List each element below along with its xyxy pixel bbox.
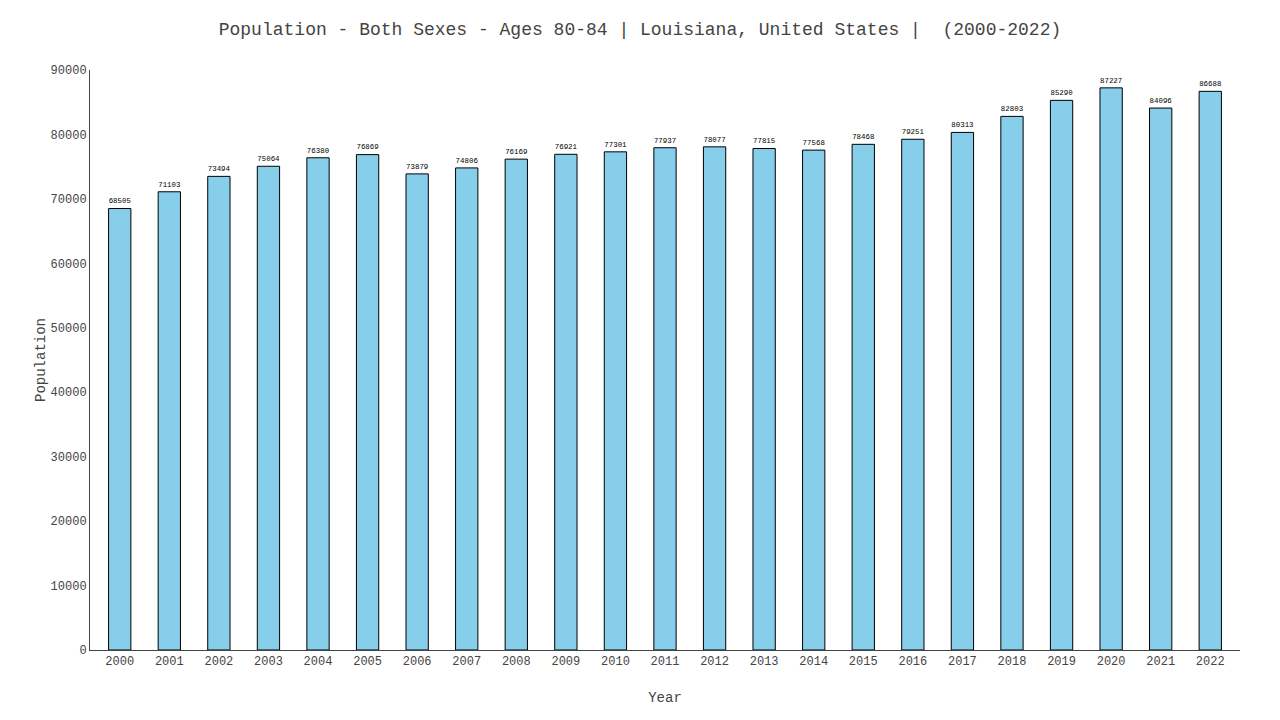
svg-text:2008: 2008 bbox=[502, 655, 531, 669]
svg-text:77301: 77301 bbox=[604, 141, 627, 149]
svg-text:2003: 2003 bbox=[254, 655, 283, 669]
svg-text:2011: 2011 bbox=[651, 655, 680, 669]
svg-text:50000: 50000 bbox=[51, 322, 87, 336]
svg-text:78468: 78468 bbox=[852, 133, 874, 141]
svg-text:2001: 2001 bbox=[155, 655, 184, 669]
svg-text:73494: 73494 bbox=[208, 165, 231, 173]
svg-text:68505: 68505 bbox=[109, 197, 131, 205]
svg-text:2009: 2009 bbox=[551, 655, 580, 669]
svg-text:2017: 2017 bbox=[948, 655, 977, 669]
svg-text:70000: 70000 bbox=[51, 193, 87, 207]
svg-text:60000: 60000 bbox=[51, 258, 87, 272]
svg-text:86688: 86688 bbox=[1199, 80, 1221, 88]
svg-text:2019: 2019 bbox=[1047, 655, 1076, 669]
svg-text:2020: 2020 bbox=[1097, 655, 1126, 669]
svg-text:76169: 76169 bbox=[505, 148, 527, 156]
svg-text:2004: 2004 bbox=[304, 655, 333, 669]
svg-text:75064: 75064 bbox=[257, 155, 280, 163]
svg-text:78077: 78077 bbox=[703, 136, 725, 144]
svg-text:84096: 84096 bbox=[1150, 97, 1172, 105]
svg-text:Year: Year bbox=[648, 690, 682, 706]
svg-text:77815: 77815 bbox=[753, 137, 775, 145]
svg-text:77568: 77568 bbox=[803, 139, 825, 147]
svg-text:85290: 85290 bbox=[1050, 89, 1072, 97]
svg-text:2006: 2006 bbox=[403, 655, 432, 669]
svg-text:90000: 90000 bbox=[51, 64, 87, 78]
svg-text:30000: 30000 bbox=[51, 451, 87, 465]
svg-text:2021: 2021 bbox=[1146, 655, 1175, 669]
svg-text:77937: 77937 bbox=[654, 137, 676, 145]
svg-text:2007: 2007 bbox=[452, 655, 481, 669]
svg-text:2016: 2016 bbox=[898, 655, 927, 669]
svg-text:2012: 2012 bbox=[700, 655, 729, 669]
svg-text:2022: 2022 bbox=[1196, 655, 1225, 669]
svg-text:2005: 2005 bbox=[353, 655, 382, 669]
svg-text:76869: 76869 bbox=[356, 143, 378, 151]
svg-text:Population: Population bbox=[33, 318, 49, 402]
svg-text:71103: 71103 bbox=[158, 181, 180, 189]
svg-text:2018: 2018 bbox=[998, 655, 1027, 669]
svg-text:76380: 76380 bbox=[307, 147, 329, 155]
svg-text:2013: 2013 bbox=[750, 655, 779, 669]
svg-text:80000: 80000 bbox=[51, 129, 87, 143]
svg-text:20000: 20000 bbox=[51, 515, 87, 529]
svg-text:40000: 40000 bbox=[51, 386, 87, 400]
svg-text:2010: 2010 bbox=[601, 655, 630, 669]
svg-text:80313: 80313 bbox=[951, 121, 973, 129]
svg-text:0: 0 bbox=[79, 644, 86, 658]
svg-text:Population - Both Sexes - Ages: Population - Both Sexes - Ages 80-84 | L… bbox=[219, 20, 1062, 40]
svg-text:87227: 87227 bbox=[1100, 77, 1122, 85]
svg-text:2000: 2000 bbox=[105, 655, 134, 669]
svg-text:79251: 79251 bbox=[902, 128, 925, 136]
svg-text:10000: 10000 bbox=[51, 580, 87, 594]
svg-text:74806: 74806 bbox=[456, 157, 478, 165]
svg-text:76921: 76921 bbox=[555, 143, 578, 151]
svg-text:2015: 2015 bbox=[849, 655, 878, 669]
svg-text:2014: 2014 bbox=[799, 655, 828, 669]
svg-text:73879: 73879 bbox=[406, 163, 428, 171]
svg-text:82803: 82803 bbox=[1001, 105, 1023, 113]
svg-text:2002: 2002 bbox=[204, 655, 233, 669]
